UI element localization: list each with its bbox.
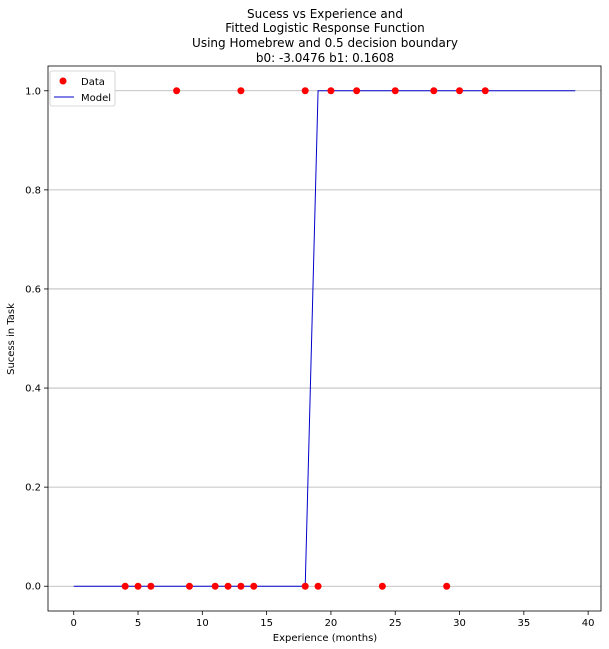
data-point <box>237 582 245 590</box>
data-point <box>481 87 489 95</box>
legend-data-marker <box>59 77 67 85</box>
y-tick-label-2: 0.4 <box>25 384 41 395</box>
data-point <box>121 582 129 590</box>
chart-title-line-3: Using Homebrew and 0.5 decision boundary <box>192 36 458 50</box>
data-points <box>121 87 489 590</box>
plot-frame <box>47 65 602 612</box>
y-tick-label-4: 0.8 <box>25 185 41 196</box>
data-point <box>185 582 193 590</box>
model-line-group <box>73 90 576 587</box>
grid <box>48 90 601 587</box>
data-point <box>250 582 258 590</box>
legend-data-label: Data <box>81 77 105 88</box>
x-tick-label-1: 5 <box>135 618 141 629</box>
x-tick-label-2: 10 <box>196 618 209 629</box>
y-tick-label-3: 0.6 <box>25 284 41 295</box>
x-tick-label-3: 15 <box>260 618 273 629</box>
x-tick-label-4: 20 <box>325 618 338 629</box>
x-tick-label-6: 30 <box>453 618 466 629</box>
data-point <box>134 582 142 590</box>
data-point <box>353 87 361 95</box>
y-axis-label: Sucess in Task <box>6 303 17 375</box>
legend: Data Model <box>49 70 116 107</box>
data-point <box>378 582 386 590</box>
data-point <box>430 87 438 95</box>
y-tick-label-1: 0.2 <box>25 483 41 494</box>
y-axis: 0.0 0.2 0.4 0.6 0.8 1.0 <box>25 86 48 593</box>
data-point <box>224 582 232 590</box>
data-point <box>147 582 155 590</box>
chart-title-line-4: b0: -3.0476 b1: 0.1608 <box>256 51 394 65</box>
data-point <box>237 87 245 95</box>
x-tick-label-0: 0 <box>71 618 77 629</box>
data-point <box>211 582 219 590</box>
chart-title-line-1: Sucess vs Experience and <box>247 7 403 21</box>
data-point <box>173 87 181 95</box>
chart-title: Sucess vs Experience and Fitted Logistic… <box>192 7 458 65</box>
x-tick-label-5: 25 <box>389 618 402 629</box>
x-axis: 0 5 10 15 20 25 30 35 40 <box>71 611 595 629</box>
data-point <box>456 87 464 95</box>
x-axis-label: Experience (months) <box>273 633 378 644</box>
y-tick-label-5: 1.0 <box>25 86 41 97</box>
y-tick-label-0: 0.0 <box>25 582 41 593</box>
x-tick-label-8: 40 <box>582 618 595 629</box>
model-line <box>73 90 576 587</box>
legend-model-label: Model <box>81 93 111 104</box>
data-point <box>314 582 322 590</box>
chart-title-line-2: Fitted Logistic Response Function <box>225 21 425 35</box>
data-point <box>301 582 309 590</box>
data-point <box>443 582 451 590</box>
x-tick-label-7: 35 <box>517 618 530 629</box>
data-point <box>327 87 335 95</box>
data-point <box>391 87 399 95</box>
data-point <box>301 87 309 95</box>
